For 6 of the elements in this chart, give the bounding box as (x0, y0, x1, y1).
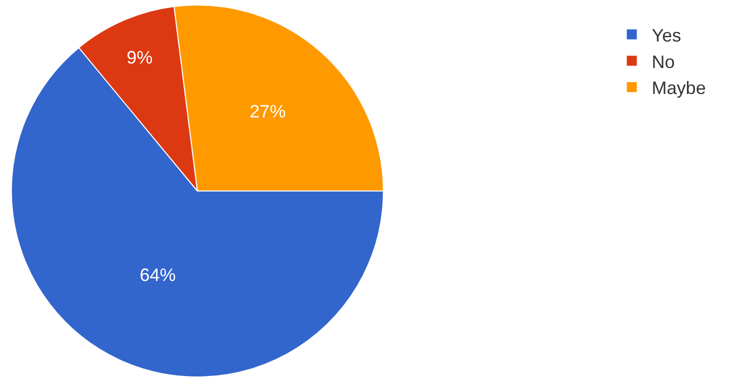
data-label: 64% (140, 265, 176, 286)
legend-label: Yes (652, 25, 682, 46)
legend-label: No (652, 52, 675, 72)
data-label: 9% (126, 48, 153, 68)
data-label: 27% (250, 101, 286, 122)
legend-label: Maybe (652, 78, 706, 98)
